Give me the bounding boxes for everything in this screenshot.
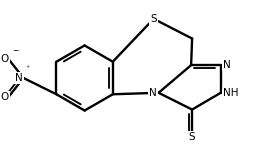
Text: N: N xyxy=(223,60,230,70)
Text: S: S xyxy=(189,132,195,142)
Text: NH: NH xyxy=(223,88,238,98)
Text: N: N xyxy=(15,73,23,83)
Text: −: − xyxy=(13,46,19,55)
Text: N: N xyxy=(149,88,157,98)
Text: O: O xyxy=(0,92,9,102)
Text: ⁺: ⁺ xyxy=(25,64,30,73)
Text: S: S xyxy=(150,14,157,24)
Text: O: O xyxy=(0,54,9,64)
